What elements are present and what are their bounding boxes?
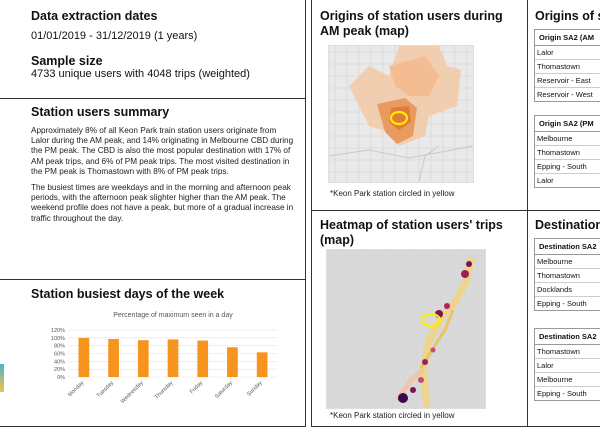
table-row: Thomastown bbox=[535, 60, 600, 74]
heatmap-caption: *Keon Park station circled in yellow bbox=[330, 411, 455, 420]
origins-map-caption: *Keon Park station circled in yellow bbox=[330, 189, 455, 198]
table-row: Thomastown bbox=[535, 345, 600, 359]
table-row: Thomastown bbox=[535, 146, 600, 160]
summary-panel: Station users summary Approximately 8% o… bbox=[0, 98, 306, 281]
destinations-am-header: Destination SA2 bbox=[535, 239, 600, 255]
x-tick-label: Sunday bbox=[246, 380, 264, 398]
origins-map-title: Origins of station users during AM peak … bbox=[320, 9, 503, 38]
summary-paragraph-1: Approximately 8% of all Keon Park train … bbox=[31, 126, 294, 176]
table-row: Melbourne bbox=[535, 132, 600, 146]
x-tick-label: Friday bbox=[189, 380, 204, 395]
table-row: Reservoir - East bbox=[535, 74, 600, 88]
x-tick-label: Saturday bbox=[214, 380, 234, 400]
heatmap-image bbox=[326, 249, 486, 409]
y-tick-label: 40% bbox=[54, 359, 65, 365]
heatmap-keon-park-marker bbox=[420, 312, 442, 328]
bar bbox=[167, 339, 179, 377]
bar bbox=[256, 352, 268, 377]
sample-size-text: 4733 unique users with 4048 trips (weigh… bbox=[31, 68, 250, 80]
origins-map-svg bbox=[329, 46, 473, 182]
y-tick-label: 60% bbox=[54, 352, 65, 358]
bar bbox=[137, 340, 149, 377]
y-tick-label: 100% bbox=[51, 336, 65, 342]
origins-table-panel: Origins of sta Origin SA2 (AM Lalor Thom… bbox=[527, 0, 600, 212]
table-row: Epping - South bbox=[537, 389, 587, 398]
table-row: Docklands bbox=[535, 283, 600, 297]
chart-edge-fragment bbox=[0, 364, 4, 392]
origins-map-image bbox=[328, 45, 474, 183]
origins-pm-table: Origin SA2 (PM Melbourne Thomastown Eppi… bbox=[534, 115, 600, 188]
table-row: Lalor bbox=[535, 359, 600, 373]
table-row: Thomastown bbox=[535, 269, 600, 283]
destinations-pm-table: Destination SA2 Thomastown Lalor Melbour… bbox=[534, 328, 600, 401]
x-tick-label: Thursday bbox=[154, 380, 175, 401]
table-row: Lalor bbox=[535, 46, 600, 60]
origins-map-panel: Origins of station users during AM peak … bbox=[311, 0, 531, 212]
y-tick-label: 80% bbox=[54, 344, 65, 350]
destinations-pm-header: Destination SA2 bbox=[535, 329, 600, 345]
destinations-table-panel: Destinations Destination SA2 Melbourne T… bbox=[527, 210, 600, 427]
table-row: Epping - South bbox=[535, 160, 600, 174]
bar bbox=[197, 340, 209, 377]
origins-am-header: Origin SA2 (AM bbox=[535, 30, 600, 46]
x-tick-label: Tuesday bbox=[96, 380, 115, 399]
y-tick-label: 0% bbox=[57, 375, 65, 381]
bar bbox=[227, 347, 238, 377]
table-row: Lalor bbox=[537, 176, 554, 185]
heatmap-panel: Heatmap of station users' trips (map) *K… bbox=[311, 210, 531, 427]
heatmap-title: Heatmap of station users' trips (map) bbox=[320, 218, 503, 247]
keon-park-station-marker bbox=[389, 110, 409, 126]
table-row: Melbourne bbox=[535, 373, 600, 387]
y-tick-label: 120% bbox=[51, 328, 65, 334]
origins-am-table: Origin SA2 (AM Lalor Thomastown Reservoi… bbox=[534, 29, 600, 102]
sample-size-title: Sample size bbox=[31, 54, 103, 68]
origins-pm-header: Origin SA2 (PM bbox=[535, 116, 600, 132]
extraction-panel: Data extraction dates 01/01/2019 - 31/12… bbox=[0, 0, 306, 100]
destinations-am-table: Destination SA2 Melbourne Thomastown Doc… bbox=[534, 238, 600, 311]
extraction-dates: 01/01/2019 - 31/12/2019 (1 years) bbox=[31, 30, 198, 42]
summary-paragraph-2: The busiest times are weekdays and in th… bbox=[31, 183, 294, 223]
bar bbox=[108, 339, 119, 377]
origins-table-title: Origins of sta bbox=[535, 9, 600, 23]
busiest-days-chart: Percentage of maximum seen in a day 0% 20%… bbox=[51, 312, 277, 405]
x-tick-label: Monday bbox=[67, 380, 85, 398]
summary-title: Station users summary bbox=[31, 105, 170, 119]
x-tick-label: Wednesday bbox=[120, 380, 145, 405]
heatmap-svg bbox=[327, 250, 485, 408]
table-row: Reservoir - West bbox=[537, 90, 593, 99]
table-row: Epping - South bbox=[537, 299, 587, 308]
table-row: Melbourne bbox=[535, 255, 600, 269]
busiest-days-title: Station busiest days of the week bbox=[31, 287, 225, 301]
extraction-title: Data extraction dates bbox=[31, 9, 158, 23]
bar bbox=[78, 337, 90, 377]
y-tick-label: 20% bbox=[54, 367, 65, 373]
destinations-table-title: Destinations bbox=[535, 218, 600, 232]
chart-title: Percentage of maximum seen in a day bbox=[113, 312, 233, 319]
busiest-days-panel: Station busiest days of the week Percent… bbox=[0, 279, 306, 427]
